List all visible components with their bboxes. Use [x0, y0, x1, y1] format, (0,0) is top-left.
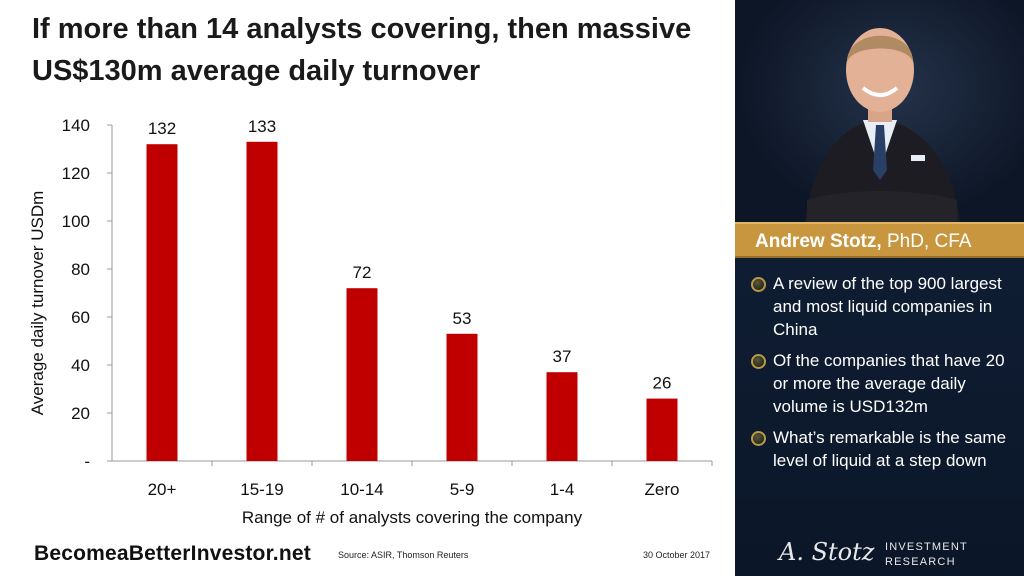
portrait-image	[805, 28, 960, 222]
y-tick-label: 60	[71, 308, 90, 327]
x-tick-label: 10-14	[340, 480, 383, 499]
y-tick-label: -	[84, 452, 90, 471]
data-label: 26	[653, 374, 672, 393]
logo-line-2: RESEARCH	[885, 556, 956, 568]
x-axis-title: Range of # of analysts covering the comp…	[242, 508, 583, 527]
bar	[646, 398, 678, 461]
author-credentials: PhD, CFA	[881, 231, 972, 252]
bar	[546, 372, 578, 461]
logo-line-1: INVESTMENT	[885, 541, 968, 553]
data-label: 72	[353, 263, 372, 282]
bullet-text: Of the companies that have 20 or more th…	[773, 351, 1005, 416]
list-item: Of the companies that have 20 or more th…	[749, 349, 1019, 418]
bar	[346, 288, 378, 461]
y-tick-label: 80	[71, 260, 90, 279]
data-label: 37	[553, 347, 572, 366]
x-tick-label: 15-19	[240, 480, 283, 499]
page-title: If more than 14 analysts covering, then …	[32, 8, 732, 92]
source-note: Source: ASIR, Thomson Reuters	[338, 550, 469, 560]
date-note: 30 October 2017	[643, 550, 711, 560]
investment-research-logo: INVESTMENT RESEARCH	[885, 540, 968, 570]
chart-panel: If more than 14 analysts covering, then …	[28, 8, 732, 565]
data-label: 53	[453, 309, 472, 328]
y-tick-label: 140	[62, 116, 90, 135]
bullet-icon	[751, 277, 766, 292]
bar	[446, 333, 478, 461]
title-line-2: US$130m average daily turnover	[32, 55, 481, 87]
x-tick-label: 5-9	[450, 480, 475, 499]
author-photo	[735, 0, 1024, 222]
bullet-text: What’s remarkable is the same level of l…	[773, 428, 1007, 470]
bar	[246, 141, 278, 462]
author-sidebar: Andrew Stotz, PhD, CFA A review of the t…	[735, 0, 1024, 576]
x-tick-label: 20+	[148, 480, 177, 499]
bullet-icon	[751, 354, 766, 369]
author-name-bar: Andrew Stotz, PhD, CFA	[735, 222, 1024, 258]
bar-chart: - 20 40 60 80 100 120 140 132 20+ 133 15-19 72 10-14 5…	[28, 116, 713, 527]
y-tick-label: 40	[71, 356, 90, 375]
signature-logo: A. Stotz	[779, 538, 875, 566]
bullet-icon	[751, 431, 766, 446]
list-item: What’s remarkable is the same level of l…	[749, 426, 1019, 472]
x-tick-label: Zero	[645, 480, 680, 499]
y-tick-label: 120	[62, 164, 90, 183]
title-line-1: If more than 14 analysts covering, then …	[32, 13, 692, 45]
bullet-text: A review of the top 900 largest and most…	[773, 274, 1002, 339]
key-points-list: A review of the top 900 largest and most…	[749, 272, 1019, 480]
list-item: A review of the top 900 largest and most…	[749, 272, 1019, 341]
data-label: 133	[248, 117, 276, 136]
bar	[146, 144, 178, 461]
x-tick-label: 1-4	[550, 480, 575, 499]
brand-website: BecomeaBetterInvestor.net	[34, 542, 311, 565]
y-tick-label: 20	[71, 404, 90, 423]
data-label: 132	[148, 119, 176, 138]
y-axis-title: Average daily turnover USDm	[28, 191, 47, 416]
y-tick-label: 100	[62, 212, 90, 231]
author-name: Andrew Stotz,	[755, 231, 882, 252]
